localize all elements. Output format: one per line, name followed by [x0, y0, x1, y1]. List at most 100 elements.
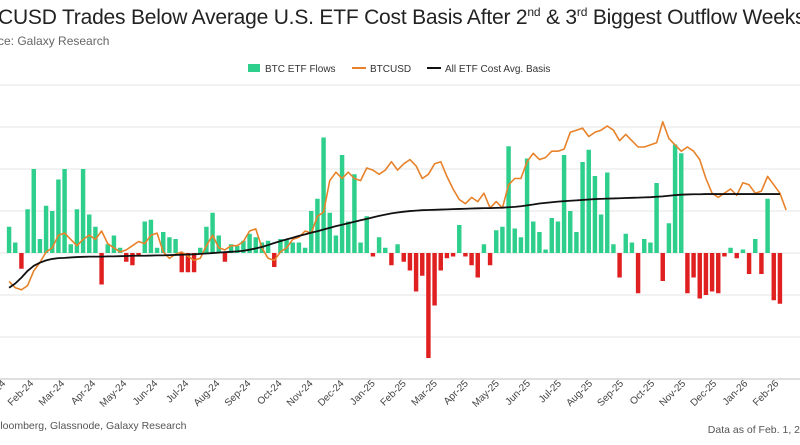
flow-bar	[278, 239, 283, 253]
flow-bar	[235, 246, 240, 253]
flow-bar	[179, 253, 184, 273]
x-tick-label: Jul-24	[164, 378, 191, 405]
flow-bar	[450, 253, 456, 257]
flow-bar	[327, 212, 332, 253]
flow-bar	[315, 198, 320, 253]
flow-bar	[555, 221, 561, 253]
flow-bar	[333, 235, 339, 253]
flow-bar	[383, 247, 388, 253]
flow-bar	[642, 239, 647, 253]
flow-bar	[321, 137, 326, 253]
legend-label-cost: All ETF Cost Avg. Basis	[445, 64, 550, 75]
flow-bar	[161, 232, 166, 253]
x-tick-label: Sep-24	[223, 378, 254, 409]
flow-bar	[228, 244, 234, 253]
flow-bar	[253, 237, 258, 253]
flow-bar	[574, 232, 579, 253]
flow-bar	[697, 253, 702, 299]
chart-title: CUSD Trades Below Average U.S. ETF Cost …	[0, 5, 800, 29]
flow-bar	[358, 242, 363, 253]
flow-bar	[457, 225, 462, 253]
flow-bar	[629, 242, 635, 253]
flow-bar	[746, 253, 752, 274]
x-tick-label: Oct-24	[256, 378, 285, 407]
flow-bar	[31, 169, 36, 253]
flow-bar	[80, 169, 86, 253]
flow-bar	[648, 242, 653, 253]
flow-bar	[13, 242, 18, 253]
flow-bar	[296, 242, 302, 253]
flow-bar	[777, 253, 783, 304]
flow-bar	[111, 235, 117, 253]
flow-bar	[302, 247, 308, 253]
flow-bar	[401, 253, 406, 262]
flow-bar	[420, 253, 425, 276]
x-tick-label: Aug-25	[564, 378, 595, 409]
flow-bar	[679, 153, 684, 253]
flow-bar	[346, 221, 351, 253]
legend-label-btcusd: BTCUSD	[370, 64, 411, 75]
flow-bar	[759, 253, 764, 274]
flow-bar	[37, 239, 43, 253]
x-tick-label: Feb-26	[751, 378, 781, 408]
flow-bar	[734, 253, 739, 259]
flow-bar	[494, 230, 499, 253]
x-tick-label: Feb-25	[379, 378, 409, 408]
flow-bar	[56, 179, 61, 253]
x-tick-label: Dec-24	[316, 378, 347, 409]
flow-bar	[660, 253, 665, 281]
flow-bar	[284, 239, 289, 253]
flow-bar	[222, 253, 228, 262]
flow-bar	[413, 253, 419, 292]
flow-bar	[512, 228, 517, 253]
flow-bar	[364, 216, 369, 253]
flow-bar	[537, 232, 542, 253]
flow-bar	[531, 221, 536, 253]
flow-bar	[25, 209, 30, 253]
x-tick-label: Nov-24	[285, 378, 316, 409]
flow-bar	[549, 218, 554, 253]
x-tick-label: Nov-25	[658, 378, 689, 409]
flow-bar	[198, 247, 203, 253]
flow-bar	[142, 221, 147, 253]
x-tick-label: May-25	[471, 378, 503, 410]
flow-bar	[105, 244, 110, 253]
flow-bars	[6, 137, 783, 358]
flow-bar	[204, 226, 209, 253]
flow-bar	[130, 253, 135, 266]
flow-bar	[765, 198, 770, 253]
x-tick-label: Aug-24	[192, 378, 223, 409]
flow-bar	[19, 253, 24, 269]
flow-bar	[586, 149, 591, 253]
flow-bar	[481, 244, 487, 253]
flow-bar	[487, 253, 493, 266]
btcusd-line	[8, 121, 787, 291]
flow-bar	[191, 253, 197, 273]
flow-bar	[771, 253, 776, 301]
flow-bar	[672, 144, 678, 253]
footer-source: lloomberg, Glassnode, Galaxy Research	[0, 420, 187, 432]
x-tick-label: Jan-25	[348, 378, 378, 408]
flow-bar	[124, 253, 129, 262]
flow-bar	[703, 253, 709, 295]
flow-bar	[518, 237, 524, 253]
flow-bar	[617, 253, 622, 278]
flow-bar	[666, 223, 672, 253]
legend: BTC ETF Flows BTCUSD All ETF Cost Avg. Bas…	[248, 64, 550, 75]
flow-bar	[561, 155, 567, 253]
x-tick-label: Sep-25	[595, 378, 626, 409]
flow-bar	[469, 253, 474, 266]
flow-bar	[506, 146, 511, 253]
flow-bar	[136, 253, 141, 257]
flow-bar	[376, 237, 382, 253]
x-tick-label: Dec-25	[689, 378, 720, 409]
flow-bar	[339, 155, 345, 253]
flow-bar	[210, 212, 215, 253]
flow-bar	[605, 172, 610, 253]
x-tick-label: Feb-24	[6, 378, 36, 408]
line-series	[8, 121, 787, 291]
flow-bar	[407, 253, 413, 271]
legend-swatch-flows	[248, 64, 260, 72]
flow-bar	[87, 214, 92, 253]
flow-bar	[247, 233, 252, 253]
